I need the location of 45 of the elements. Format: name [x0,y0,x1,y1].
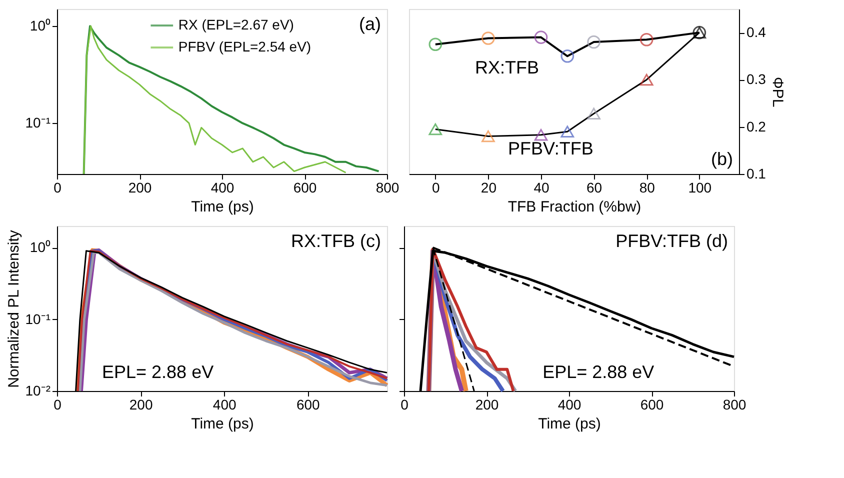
y-tick-label: 10⁰ [30,239,50,256]
legend-label: RX (EPL=2.67 eV) [178,16,294,32]
x-tick-label: 200 [475,396,499,412]
y-tick-label: 0.3 [746,71,766,88]
x-tick-label: 200 [128,180,152,196]
y-tick-label: 10⁻¹ [25,114,51,131]
x-tick-label: 800 [722,396,746,412]
y-tick-label: 0.2 [746,118,766,134]
x-tick-label: 600 [640,396,664,412]
annotation: PFBV:TFB [508,138,594,158]
annotation: (b) [711,149,733,169]
x-tick-label: 40 [534,180,550,196]
x-axis-title: Time (ps) [538,416,601,432]
annotation: EPL= 2.88 eV [102,362,214,382]
y-tick-label: 0.1 [746,166,766,182]
annotation: EPL= 2.88 eV [542,362,654,382]
x-tick-label: 20 [480,180,497,196]
x-tick-label: 80 [639,180,656,196]
legend-label: PFBV (EPL=2.54 eV) [178,38,312,54]
x-tick-label: 0 [54,180,62,196]
y-tick-label: 0.4 [746,24,766,40]
annotation: RX:TFB [475,57,540,78]
y-axis-title: Normalized PL Intensity [5,230,22,388]
y-tick-label: 10⁰ [30,18,50,34]
y-axis-title: ΦPL [768,76,786,108]
annotation: PFBV:TFB (d) [616,231,728,251]
x-tick-label: 400 [212,396,236,412]
x-axis-title: TFB Fraction (%bw) [508,198,642,216]
x-tick-label: 100 [688,180,712,196]
y-tick-label: 10⁻¹ [25,310,51,327]
x-tick-label: 0 [432,180,440,196]
x-tick-label: 800 [376,180,400,196]
y-tick-label: 10⁻² [25,382,51,398]
x-tick-label: 0 [400,396,409,412]
x-tick-label: 200 [129,396,153,412]
x-tick-label: 400 [210,180,234,196]
x-axis-title: Time (ps) [191,416,254,432]
x-tick-label: 0 [54,396,62,412]
x-tick-label: 600 [293,180,317,196]
x-tick-label: 60 [586,180,602,196]
x-tick-label: 400 [558,396,582,412]
x-axis-title: Time (ps) [191,198,254,216]
annotation: (a) [359,14,381,34]
annotation: RX:TFB (c) [291,231,381,251]
x-tick-label: 600 [296,396,320,412]
